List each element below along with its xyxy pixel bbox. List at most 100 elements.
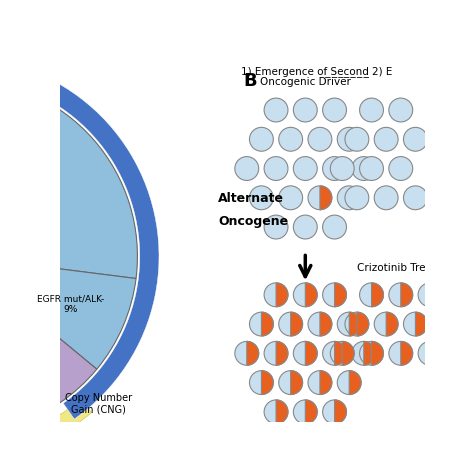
Circle shape — [360, 98, 383, 122]
Circle shape — [345, 312, 369, 336]
Circle shape — [249, 312, 273, 336]
Circle shape — [360, 341, 383, 365]
Wedge shape — [320, 186, 332, 210]
Circle shape — [337, 128, 361, 151]
Wedge shape — [349, 312, 361, 336]
Wedge shape — [430, 341, 442, 365]
Circle shape — [249, 186, 273, 210]
Circle shape — [323, 215, 346, 239]
Text: B: B — [244, 72, 257, 90]
Circle shape — [403, 128, 428, 151]
Wedge shape — [276, 283, 288, 307]
Circle shape — [264, 215, 288, 239]
Circle shape — [403, 312, 428, 336]
Text: Alternate: Alternate — [219, 192, 284, 205]
Wedge shape — [372, 341, 383, 365]
Wedge shape — [335, 341, 346, 365]
Circle shape — [389, 156, 413, 181]
Wedge shape — [335, 400, 346, 424]
Circle shape — [264, 400, 288, 424]
Circle shape — [249, 128, 273, 151]
Circle shape — [360, 156, 383, 181]
Wedge shape — [401, 283, 413, 307]
Circle shape — [345, 186, 369, 210]
Wedge shape — [0, 58, 159, 419]
Wedge shape — [0, 256, 136, 369]
Wedge shape — [320, 371, 332, 394]
Text: Crizotinib Treatme: Crizotinib Treatme — [357, 263, 452, 273]
Wedge shape — [0, 79, 137, 279]
Circle shape — [293, 283, 317, 307]
Text: EGFR mut/ALK-
9%: EGFR mut/ALK- 9% — [37, 294, 104, 314]
Wedge shape — [372, 283, 383, 307]
Wedge shape — [276, 400, 288, 424]
Text: 2) E: 2) E — [372, 66, 392, 76]
Wedge shape — [335, 283, 346, 307]
Circle shape — [323, 283, 346, 307]
Wedge shape — [291, 312, 302, 336]
Wedge shape — [0, 376, 91, 460]
Wedge shape — [247, 341, 259, 365]
Wedge shape — [261, 371, 273, 394]
Circle shape — [389, 98, 413, 122]
Circle shape — [293, 400, 317, 424]
Circle shape — [323, 98, 346, 122]
Wedge shape — [0, 256, 15, 433]
Circle shape — [389, 341, 413, 365]
Wedge shape — [349, 371, 361, 394]
Wedge shape — [357, 312, 369, 336]
Circle shape — [235, 156, 259, 181]
Circle shape — [279, 312, 302, 336]
Circle shape — [279, 371, 302, 394]
Circle shape — [293, 341, 317, 365]
Text: 1) Emergence of ̲S̲e̲c̲o̲n̲d̲: 1) Emergence of ̲S̲e̲c̲o̲n̲d̲ — [241, 65, 369, 76]
Wedge shape — [415, 312, 428, 336]
Wedge shape — [320, 312, 332, 336]
Circle shape — [293, 215, 317, 239]
Circle shape — [337, 186, 361, 210]
Circle shape — [374, 186, 398, 210]
Circle shape — [360, 283, 383, 307]
Text: Oncogene: Oncogene — [219, 215, 288, 228]
Text: Oncogenic Driver: Oncogenic Driver — [260, 76, 351, 87]
Wedge shape — [430, 283, 442, 307]
Circle shape — [293, 98, 317, 122]
Circle shape — [308, 371, 332, 394]
Circle shape — [264, 341, 288, 365]
Wedge shape — [386, 312, 398, 336]
Circle shape — [323, 400, 346, 424]
Wedge shape — [305, 283, 317, 307]
Wedge shape — [305, 400, 317, 424]
Circle shape — [345, 128, 369, 151]
Circle shape — [279, 128, 302, 151]
Wedge shape — [305, 341, 317, 365]
Circle shape — [264, 156, 288, 181]
Circle shape — [374, 128, 398, 151]
Wedge shape — [276, 341, 288, 365]
Circle shape — [323, 341, 346, 365]
Circle shape — [418, 341, 442, 365]
Wedge shape — [0, 256, 97, 425]
Circle shape — [403, 186, 428, 210]
Wedge shape — [342, 341, 354, 365]
Circle shape — [418, 283, 442, 307]
Circle shape — [308, 312, 332, 336]
Circle shape — [374, 312, 398, 336]
Circle shape — [337, 312, 361, 336]
Wedge shape — [291, 371, 302, 394]
Circle shape — [264, 283, 288, 307]
Circle shape — [330, 341, 354, 365]
Wedge shape — [364, 341, 376, 365]
Circle shape — [235, 341, 259, 365]
Circle shape — [330, 156, 354, 181]
Wedge shape — [261, 312, 273, 336]
Circle shape — [308, 186, 332, 210]
Circle shape — [279, 186, 302, 210]
Wedge shape — [401, 341, 413, 365]
Circle shape — [293, 156, 317, 181]
Circle shape — [308, 128, 332, 151]
Circle shape — [352, 156, 376, 181]
Circle shape — [352, 341, 376, 365]
Circle shape — [323, 156, 346, 181]
Circle shape — [249, 371, 273, 394]
